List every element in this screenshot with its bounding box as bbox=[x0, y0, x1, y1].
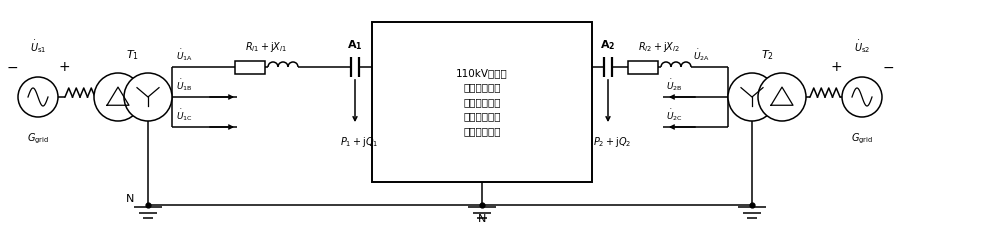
Bar bbox=[235, 61, 265, 74]
Text: $T_1$: $T_1$ bbox=[126, 48, 140, 62]
Text: $R_{l1}+\mathrm{j}X_{l1}$: $R_{l1}+\mathrm{j}X_{l1}$ bbox=[245, 40, 288, 54]
Text: $G_{\mathrm{grid}}$: $G_{\mathrm{grid}}$ bbox=[27, 132, 49, 146]
Text: $\dot{U}_{1\mathrm{A}}$: $\dot{U}_{1\mathrm{A}}$ bbox=[176, 47, 193, 63]
Bar bbox=[372, 22, 592, 182]
Text: $P_2+\mathrm{j}Q_2$: $P_2+\mathrm{j}Q_2$ bbox=[593, 135, 631, 149]
Text: N: N bbox=[478, 214, 486, 224]
Circle shape bbox=[728, 73, 776, 121]
Text: $T_2$: $T_2$ bbox=[761, 48, 773, 62]
Circle shape bbox=[18, 77, 58, 117]
Bar bbox=[628, 61, 658, 74]
Circle shape bbox=[124, 73, 172, 121]
Text: $\mathbf{A_2}$: $\mathbf{A_2}$ bbox=[600, 38, 616, 52]
Circle shape bbox=[94, 73, 142, 121]
Text: $-$: $-$ bbox=[6, 60, 18, 74]
Text: $+$: $+$ bbox=[58, 60, 70, 74]
Text: $\mathbf{A_1}$: $\mathbf{A_1}$ bbox=[347, 38, 363, 52]
Circle shape bbox=[758, 73, 806, 121]
Text: $-$: $-$ bbox=[882, 60, 894, 74]
Text: N: N bbox=[126, 194, 134, 204]
Text: $\dot{U}_{\mathrm{s1}}$: $\dot{U}_{\mathrm{s1}}$ bbox=[30, 38, 46, 55]
Text: 110kV及以上
电压等级单相
电磁式串联型
输电线路潮流
控制拓扑电路: 110kV及以上 电压等级单相 电磁式串联型 输电线路潮流 控制拓扑电路 bbox=[456, 68, 508, 136]
Text: $P_1+\mathrm{j}Q_1$: $P_1+\mathrm{j}Q_1$ bbox=[340, 135, 378, 149]
Text: $G_{\mathrm{grid}}$: $G_{\mathrm{grid}}$ bbox=[851, 132, 873, 146]
Text: $\dot{U}_{1\mathrm{B}}$: $\dot{U}_{1\mathrm{B}}$ bbox=[176, 77, 193, 93]
Text: $\dot{U}_{2\mathrm{B}}$: $\dot{U}_{2\mathrm{B}}$ bbox=[666, 77, 683, 93]
Text: $\dot{U}_{2\mathrm{C}}$: $\dot{U}_{2\mathrm{C}}$ bbox=[666, 107, 683, 123]
Text: $\dot{U}_{\mathrm{s2}}$: $\dot{U}_{\mathrm{s2}}$ bbox=[854, 38, 870, 55]
Circle shape bbox=[842, 77, 882, 117]
Text: $\dot{U}_{2\mathrm{A}}$: $\dot{U}_{2\mathrm{A}}$ bbox=[693, 47, 710, 63]
Text: $\dot{U}_{1\mathrm{C}}$: $\dot{U}_{1\mathrm{C}}$ bbox=[176, 107, 193, 123]
Text: $+$: $+$ bbox=[830, 60, 842, 74]
Text: $R_{l2}+\mathrm{j}X_{l2}$: $R_{l2}+\mathrm{j}X_{l2}$ bbox=[638, 40, 681, 54]
